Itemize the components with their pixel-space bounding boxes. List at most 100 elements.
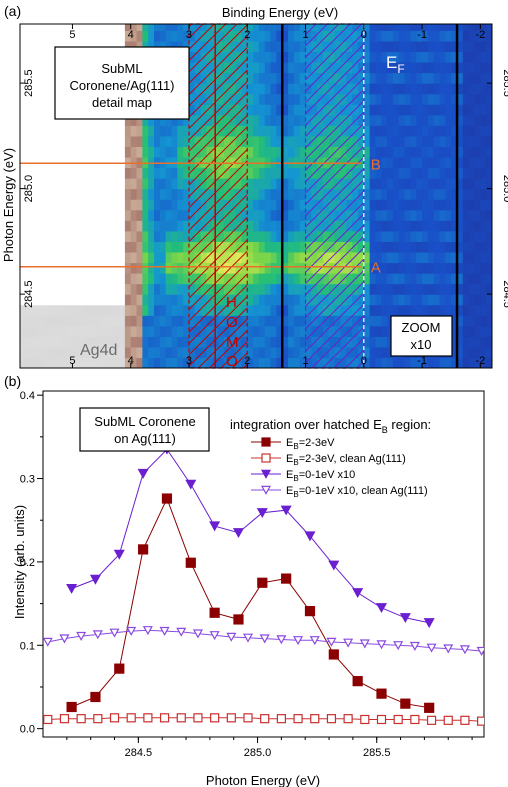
heatmap-cell — [25, 178, 33, 190]
heatmap-cell — [486, 40, 492, 53]
heatmap-cell — [416, 209, 423, 221]
heatmap-cell — [183, 315, 190, 327]
heatmap-cell — [107, 30, 114, 42]
heatmap-cell — [49, 83, 56, 95]
heatmap-cell — [165, 24, 173, 31]
data-point — [328, 649, 339, 660]
heatmap-cell — [422, 114, 429, 126]
heatmap-cell — [66, 336, 74, 348]
heatmap-cell — [130, 209, 138, 221]
heatmap-cell — [264, 251, 272, 264]
series-1 — [66, 493, 435, 713]
heatmap-cell — [480, 230, 487, 242]
heatmap-cell — [264, 262, 272, 274]
heatmap-cell — [113, 199, 120, 211]
heatmap-cell — [37, 304, 44, 316]
heatmap-cell — [54, 346, 62, 359]
heatmap-cell — [416, 24, 423, 31]
heatmap-cell — [154, 273, 161, 285]
heatmap-cell — [433, 304, 441, 316]
heatmap-cell — [492, 146, 498, 157]
heatmap-cell — [276, 93, 283, 105]
x-tick-label-bottom: 3 — [186, 355, 192, 367]
heatmap-cell — [136, 304, 143, 316]
heatmap-cell — [95, 273, 103, 285]
inset-b-line2: on Ag(111) — [114, 431, 176, 446]
heatmap-cell — [474, 357, 481, 368]
heatmap-cell — [387, 357, 394, 368]
heatmap-cell — [130, 125, 138, 137]
heatmap-cell — [89, 135, 97, 147]
heatmap-cell — [398, 178, 406, 190]
heatmap-cell — [159, 167, 167, 179]
heatmap-cell — [258, 315, 266, 327]
data-point — [159, 626, 170, 636]
heatmap-cell — [276, 30, 283, 42]
heatmap-cell — [258, 346, 266, 359]
heatmap-cell — [427, 93, 435, 105]
heatmap-cell — [95, 220, 103, 232]
heatmap-cell — [387, 209, 394, 221]
heatmap-cell — [381, 114, 388, 126]
heatmap-cell — [78, 294, 85, 306]
heatmap-cell — [95, 304, 103, 316]
panel-b: (b) 284.5 285.0 285.50.00.10.20.30.4 Photo… — [4, 373, 485, 787]
heatmap-cell — [299, 40, 307, 53]
heatmap-cell — [486, 24, 492, 31]
heatmap-cell — [369, 241, 377, 253]
heatmap-cell — [124, 262, 132, 274]
heatmap-cell — [177, 315, 184, 327]
heatmap-cell — [486, 104, 492, 116]
heatmap-cell — [60, 146, 68, 158]
heatmap-cell — [119, 209, 126, 221]
heatmap-cell — [89, 167, 97, 179]
heatmap-cell — [183, 304, 190, 316]
data-point — [76, 631, 87, 641]
heatmap-cell — [288, 51, 295, 63]
heatmap-cell — [101, 135, 109, 147]
heatmap-cell — [124, 209, 132, 221]
heatmap-cell — [299, 315, 307, 327]
heatmap-cell — [381, 357, 388, 368]
heatmap-cell — [492, 357, 498, 368]
heatmap-cell — [171, 156, 178, 169]
heatmap-cell — [457, 304, 464, 316]
heatmap-cell — [439, 93, 446, 105]
heatmap-cell — [462, 30, 470, 42]
data-point — [260, 469, 272, 479]
data-point — [161, 493, 173, 504]
heatmap-cell — [43, 61, 50, 74]
heatmap-cell — [480, 251, 487, 264]
data-point — [326, 637, 337, 647]
heatmap-cell — [113, 156, 120, 169]
heatmap-cell — [416, 199, 423, 211]
heatmap-cell — [422, 230, 429, 242]
heatmap-cell — [78, 178, 85, 190]
heatmap-cell — [136, 24, 143, 31]
heatmap-cell — [375, 72, 382, 84]
heatmap-cell — [258, 273, 266, 285]
heatmap-cell — [95, 199, 103, 211]
heatmap-cell — [159, 188, 167, 200]
heatmap-cell — [416, 114, 423, 126]
heatmap-cell — [54, 135, 62, 147]
heatmap-cell — [124, 24, 132, 31]
heatmap-cell — [43, 167, 50, 179]
heatmap-cell — [375, 83, 382, 95]
heatmap-cell — [270, 325, 277, 337]
heatmap-cell — [468, 346, 476, 359]
heatmap-cell — [387, 251, 394, 264]
heatmap-cell — [37, 209, 44, 221]
heatmap-cell — [486, 304, 492, 316]
heatmap-cell — [66, 251, 74, 264]
heatmap-cell — [159, 315, 167, 327]
heatmap-cell — [433, 114, 441, 126]
heatmap-cell — [154, 251, 161, 264]
heatmap-cell — [282, 209, 289, 221]
heatmap-cell — [451, 178, 458, 190]
heatmap-cell — [381, 156, 388, 169]
heatmap-cell — [107, 135, 114, 147]
heatmap-cell — [363, 304, 371, 316]
data-point — [66, 583, 78, 594]
y-tick-label-left: 285.5 — [23, 69, 35, 97]
